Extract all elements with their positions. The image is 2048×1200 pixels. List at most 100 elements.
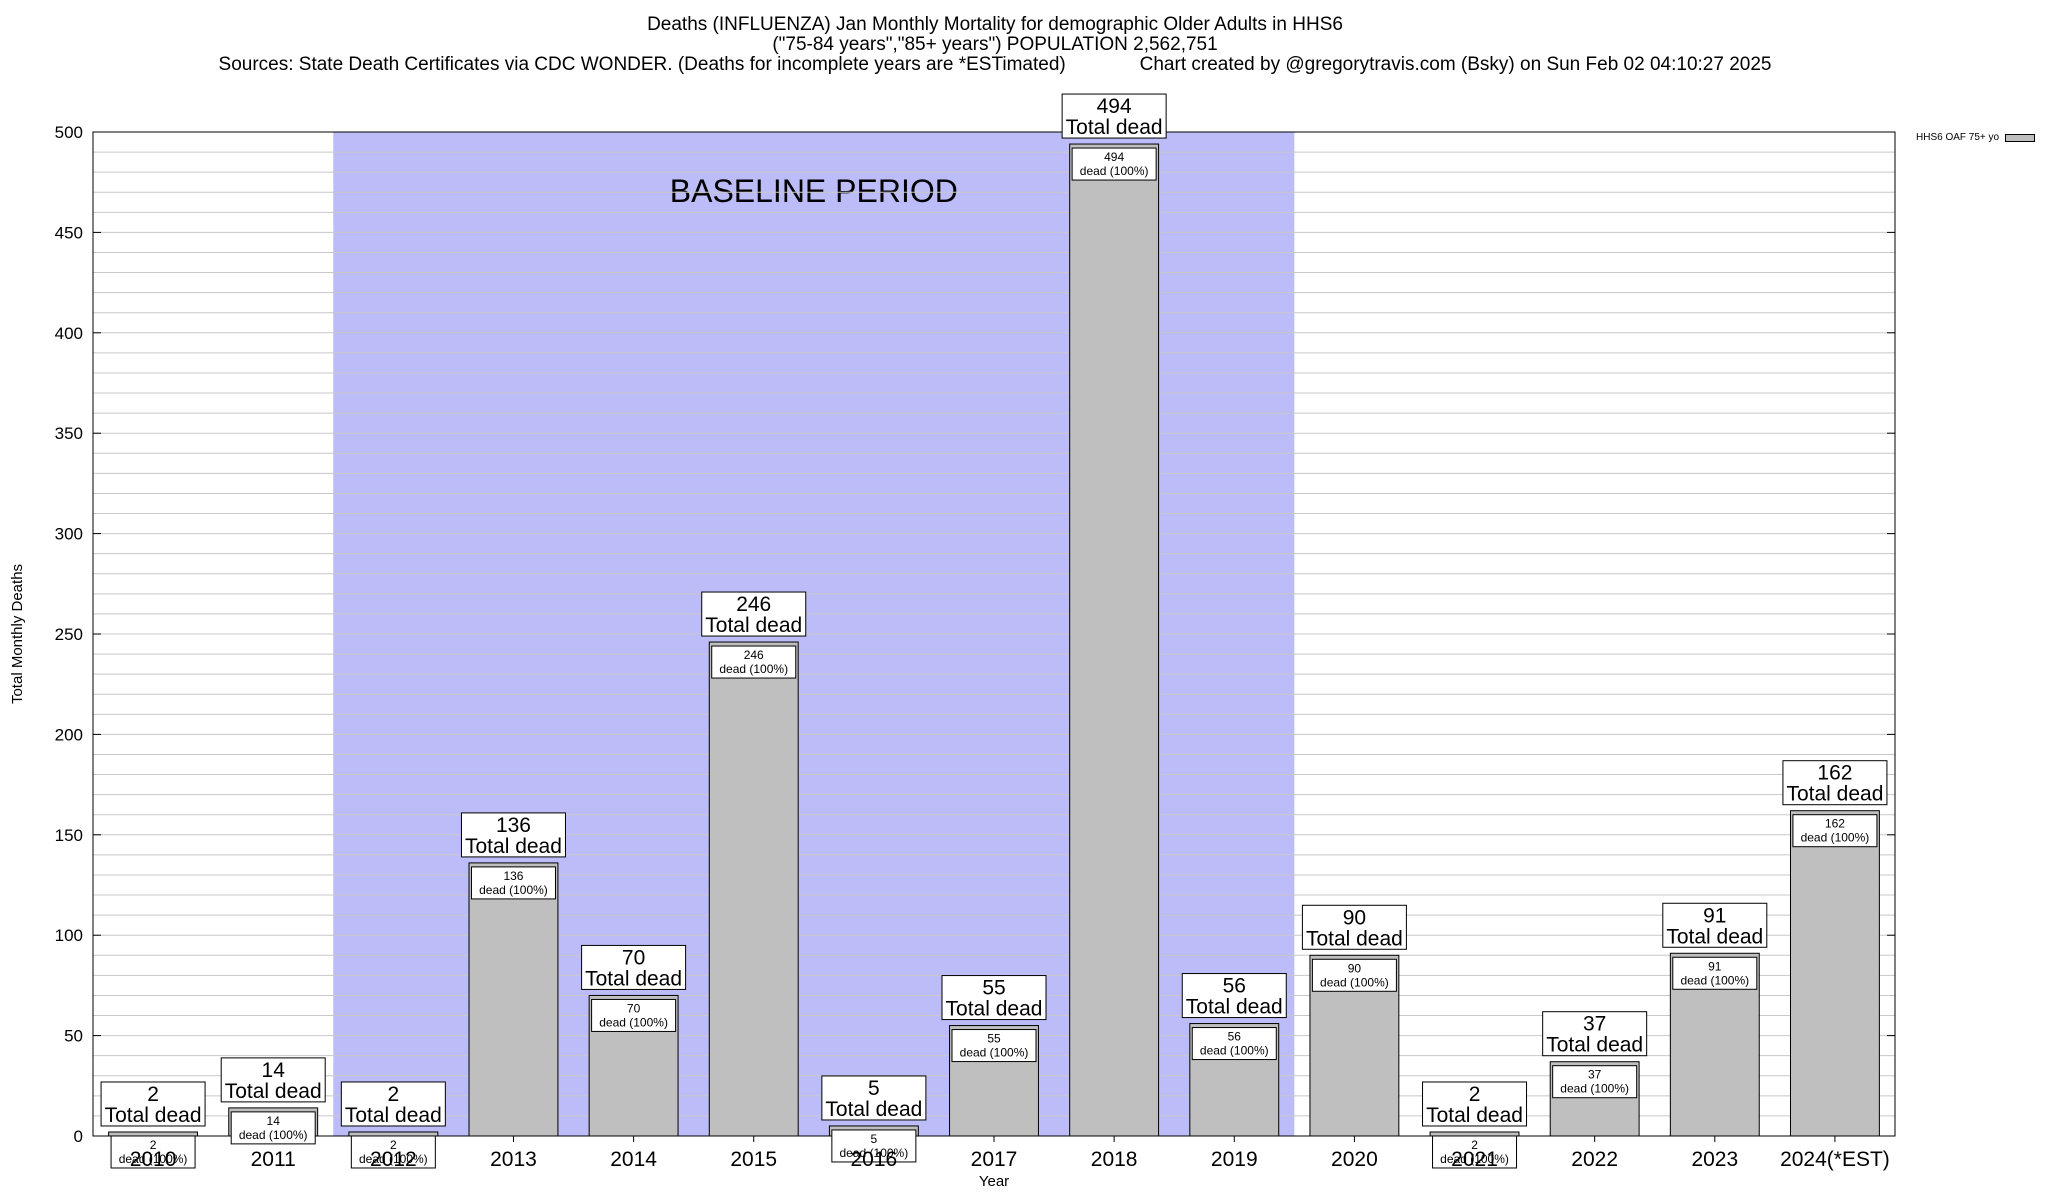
inner-value-label: 37 bbox=[1588, 1068, 1602, 1082]
top-label-box bbox=[1181, 973, 1287, 1019]
y-tick-label: 150 bbox=[55, 826, 83, 845]
top-value-label: 56 bbox=[1223, 975, 1246, 998]
inner-value-label: 2 bbox=[150, 1138, 157, 1152]
top-value-label: 5 bbox=[868, 1077, 880, 1100]
bar bbox=[1429, 1131, 1520, 1137]
x-tick-label: 2019 bbox=[1211, 1148, 1258, 1171]
x-tick-label: 2013 bbox=[490, 1148, 537, 1171]
inner-label-box bbox=[1311, 958, 1397, 992]
top-total-label: Total dead bbox=[225, 1080, 322, 1103]
inner-value-label: 91 bbox=[1708, 959, 1722, 973]
top-label-box bbox=[460, 812, 566, 858]
top-label-box bbox=[1662, 902, 1768, 948]
inner-label-box bbox=[831, 1129, 917, 1163]
top-total-label: Total dead bbox=[345, 1104, 442, 1127]
y-tick-label: 50 bbox=[64, 1027, 83, 1046]
top-value-label: 37 bbox=[1583, 1013, 1606, 1036]
top-value-label: 162 bbox=[1817, 762, 1852, 785]
y-tick-label: 450 bbox=[55, 223, 83, 242]
y-tick-label: 100 bbox=[55, 926, 83, 945]
x-tick-label: 2014 bbox=[610, 1148, 657, 1171]
inner-percent-label: dead (100%) bbox=[1801, 831, 1870, 845]
top-label-box bbox=[1301, 904, 1407, 950]
top-total-label: Total dead bbox=[1546, 1034, 1643, 1057]
top-label-box bbox=[941, 975, 1047, 1021]
inner-percent-label: dead (100%) bbox=[1560, 1082, 1629, 1096]
inner-percent-label: dead (100%) bbox=[1080, 164, 1149, 178]
inner-percent-label: dead (100%) bbox=[239, 1128, 308, 1142]
inner-value-label: 14 bbox=[267, 1114, 281, 1128]
chart-title: Deaths (INFLUENZA) Jan Monthly Mortality… bbox=[647, 14, 1343, 35]
top-total-label: Total dead bbox=[1666, 925, 1763, 948]
inner-percent-label: dead (100%) bbox=[119, 1152, 188, 1166]
inner-label-box bbox=[110, 1135, 196, 1169]
inner-value-label: 5 bbox=[871, 1132, 878, 1146]
top-total-label: Total dead bbox=[705, 614, 802, 637]
top-value-label: 55 bbox=[982, 977, 1005, 1000]
top-label-box bbox=[340, 1081, 446, 1127]
inner-label-box bbox=[1071, 147, 1157, 181]
top-label-box bbox=[100, 1081, 206, 1127]
top-value-label: 70 bbox=[622, 946, 645, 969]
x-tick-label: 2012 bbox=[370, 1148, 417, 1171]
top-label-box bbox=[220, 1057, 326, 1103]
top-total-label: Total dead bbox=[1066, 116, 1163, 139]
inner-value-label: 55 bbox=[987, 1032, 1001, 1046]
inner-label-box bbox=[1191, 1027, 1277, 1061]
inner-label-box bbox=[230, 1111, 316, 1145]
inner-percent-label: dead (100%) bbox=[1320, 975, 1389, 989]
x-tick-label: 2017 bbox=[971, 1148, 1018, 1171]
inner-percent-label: dead (100%) bbox=[359, 1152, 428, 1166]
top-value-label: 494 bbox=[1097, 95, 1132, 118]
inner-label-box bbox=[1792, 814, 1878, 848]
top-total-label: Total dead bbox=[1426, 1104, 1523, 1127]
inner-value-label: 136 bbox=[503, 869, 523, 883]
x-tick-label: 2023 bbox=[1691, 1148, 1738, 1171]
y-axis-label: Total Monthly Deaths bbox=[9, 564, 26, 704]
inner-value-label: 56 bbox=[1228, 1030, 1242, 1044]
top-total-label: Total dead bbox=[1306, 927, 1403, 950]
top-label-box bbox=[1782, 760, 1888, 806]
baseline-label: BASELINE PERIOD bbox=[670, 173, 958, 209]
inner-value-label: 70 bbox=[627, 1001, 641, 1015]
top-label-box bbox=[1422, 1081, 1528, 1127]
x-tick-label: 2011 bbox=[251, 1148, 296, 1171]
top-label-box bbox=[701, 591, 807, 637]
inner-percent-label: dead (100%) bbox=[719, 662, 788, 676]
inner-value-label: 90 bbox=[1348, 961, 1362, 975]
inner-label-box bbox=[350, 1135, 436, 1169]
inner-percent-label: dead (100%) bbox=[840, 1146, 909, 1160]
top-label-box bbox=[581, 944, 687, 990]
inner-value-label: 2 bbox=[1471, 1138, 1478, 1152]
top-value-label: 2 bbox=[147, 1083, 159, 1106]
y-tick-label: 0 bbox=[74, 1127, 83, 1146]
x-tick-label: 2016 bbox=[851, 1148, 898, 1171]
top-value-label: 2 bbox=[1469, 1083, 1481, 1106]
inner-percent-label: dead (100%) bbox=[479, 883, 548, 897]
bar bbox=[108, 1131, 199, 1137]
inner-label-box bbox=[711, 645, 797, 679]
y-tick-label: 300 bbox=[55, 525, 83, 544]
x-tick-label: 2024(*EST) bbox=[1780, 1148, 1890, 1171]
inner-label-box bbox=[1672, 956, 1758, 990]
x-tick-label: 2010 bbox=[130, 1148, 177, 1171]
legend-label: HHS6 OAF 75+ yo bbox=[1916, 132, 2000, 143]
x-axis-label: Year bbox=[979, 1173, 1009, 1190]
inner-value-label: 2 bbox=[390, 1138, 397, 1152]
inner-percent-label: dead (100%) bbox=[599, 1015, 668, 1029]
top-value-label: 14 bbox=[262, 1059, 286, 1082]
bar bbox=[468, 862, 559, 1137]
legend-swatch bbox=[2005, 133, 2036, 142]
x-tick-label: 2022 bbox=[1571, 1148, 1618, 1171]
legend: HHS6 OAF 75+ yo bbox=[1916, 132, 2036, 143]
top-value-label: 90 bbox=[1343, 906, 1366, 929]
top-total-label: Total dead bbox=[105, 1104, 202, 1127]
top-total-label: Total dead bbox=[1186, 996, 1283, 1019]
top-value-label: 2 bbox=[387, 1083, 399, 1106]
bar bbox=[1789, 810, 1880, 1137]
bar bbox=[708, 641, 799, 1137]
inner-percent-label: dead (100%) bbox=[1440, 1152, 1509, 1166]
chart-source-note: Sources: State Death Certificates via CD… bbox=[218, 54, 1772, 75]
inner-label-box bbox=[1432, 1135, 1518, 1169]
